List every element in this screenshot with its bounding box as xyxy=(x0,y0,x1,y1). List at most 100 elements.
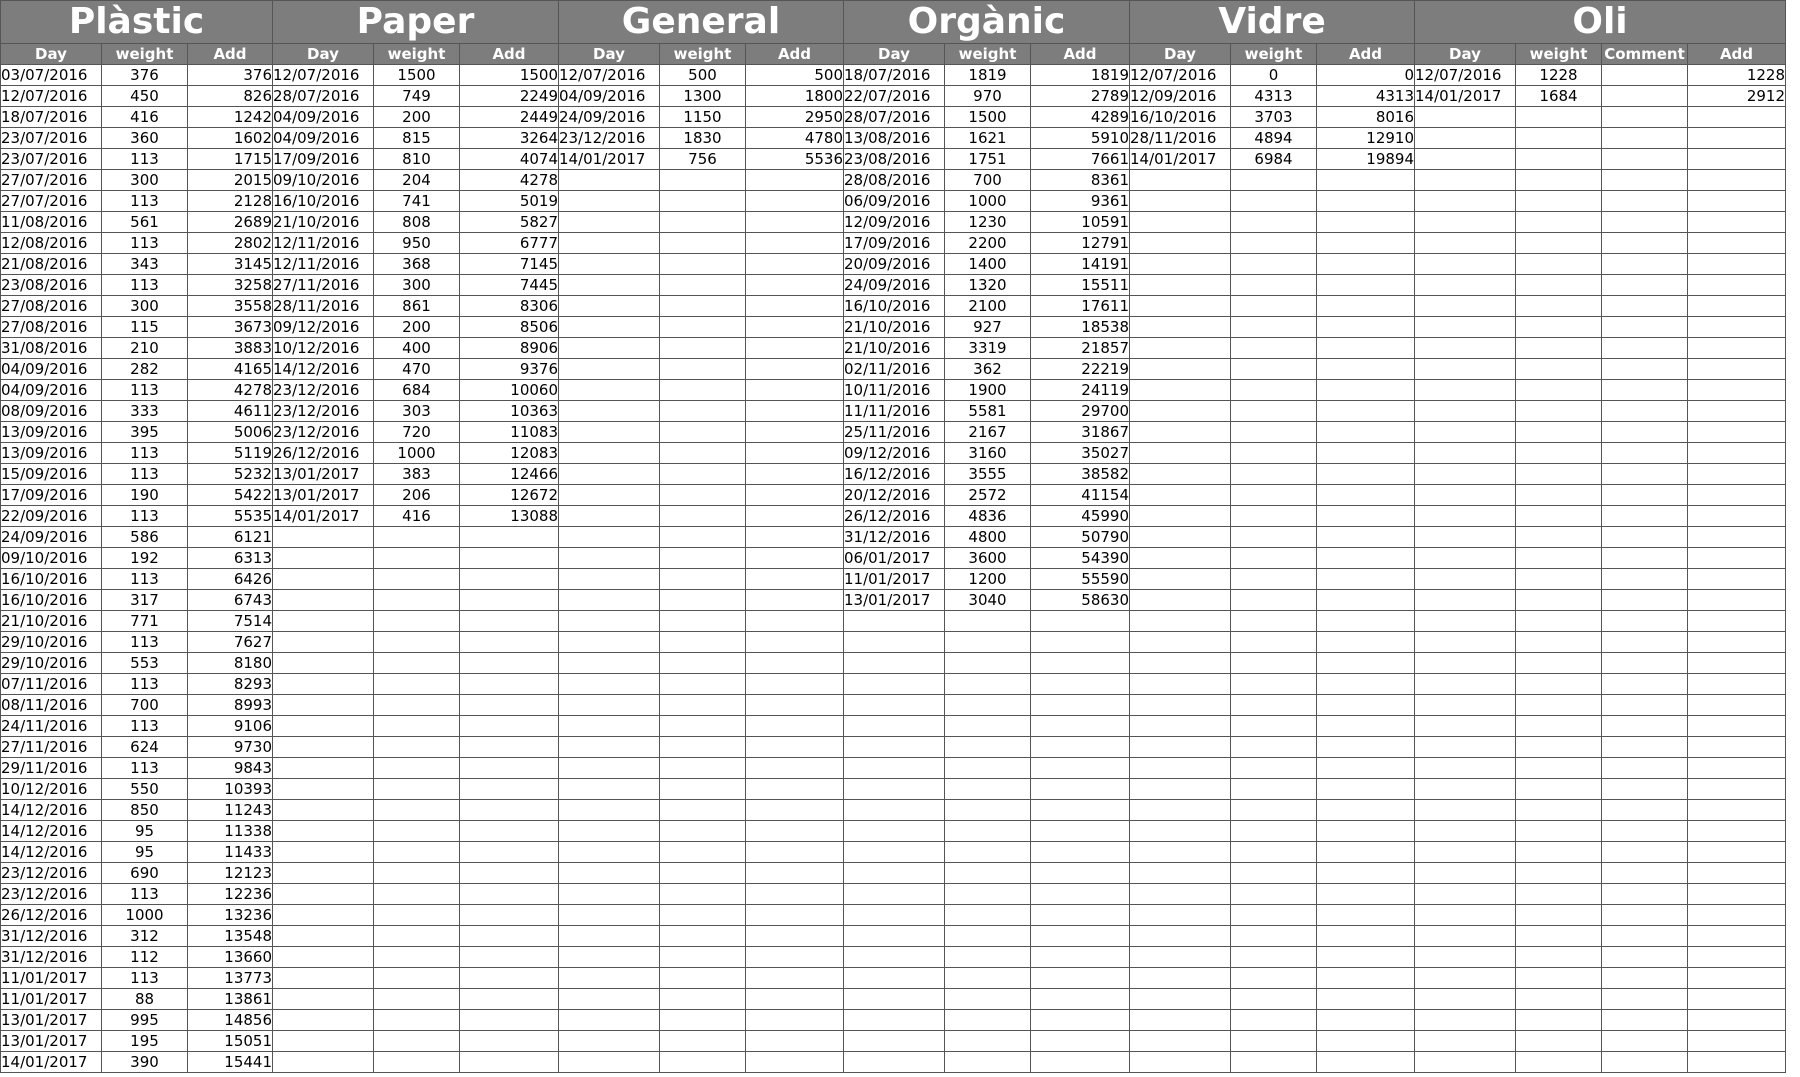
cell-general-day[interactable] xyxy=(558,715,660,737)
cell-organic-day[interactable] xyxy=(843,904,945,926)
cell-organic-weight[interactable]: 4800 xyxy=(944,526,1031,548)
cell-oil-weight[interactable] xyxy=(1515,316,1602,338)
cell-oil-comment[interactable] xyxy=(1601,106,1688,128)
cell-paper-day[interactable]: 16/10/2016 xyxy=(272,190,374,212)
cell-paper-weight[interactable] xyxy=(373,757,460,779)
cell-organic-weight[interactable]: 1900 xyxy=(944,379,1031,401)
cell-glass-add[interactable] xyxy=(1316,526,1415,548)
cell-paper-add[interactable]: 2449 xyxy=(459,106,559,128)
cell-glass-day[interactable] xyxy=(1129,589,1231,611)
cell-paper-weight[interactable]: 1000 xyxy=(373,442,460,464)
cell-general-add[interactable] xyxy=(745,967,844,989)
cell-organic-add[interactable] xyxy=(1030,820,1130,842)
cell-plastic-weight[interactable]: 113 xyxy=(101,967,188,989)
cell-organic-weight[interactable]: 5581 xyxy=(944,400,1031,422)
cell-glass-day[interactable] xyxy=(1129,253,1231,275)
cell-plastic-weight[interactable]: 317 xyxy=(101,589,188,611)
cell-glass-weight[interactable] xyxy=(1230,1051,1317,1073)
cell-organic-weight[interactable]: 4836 xyxy=(944,505,1031,527)
cell-glass-weight[interactable] xyxy=(1230,442,1317,464)
cell-oil-add[interactable] xyxy=(1687,106,1786,128)
cell-plastic-weight[interactable]: 95 xyxy=(101,841,188,863)
cell-glass-weight[interactable] xyxy=(1230,1030,1317,1052)
cell-oil-comment[interactable] xyxy=(1601,379,1688,401)
cell-general-weight[interactable] xyxy=(659,1051,746,1073)
cell-oil-day[interactable] xyxy=(1414,463,1516,485)
cell-paper-weight[interactable] xyxy=(373,715,460,737)
cell-oil-weight[interactable] xyxy=(1515,568,1602,590)
cell-general-add[interactable] xyxy=(745,946,844,968)
cell-oil-add[interactable] xyxy=(1687,904,1786,926)
cell-general-add[interactable] xyxy=(745,295,844,317)
cell-paper-day[interactable]: 23/12/2016 xyxy=(272,400,374,422)
cell-organic-day[interactable]: 28/07/2016 xyxy=(843,106,945,128)
cell-glass-add[interactable] xyxy=(1316,211,1415,233)
cell-organic-day[interactable] xyxy=(843,967,945,989)
cell-oil-day[interactable] xyxy=(1414,127,1516,149)
cell-paper-add[interactable] xyxy=(459,778,559,800)
cell-glass-add[interactable] xyxy=(1316,1030,1415,1052)
cell-glass-weight[interactable] xyxy=(1230,169,1317,191)
cell-oil-day[interactable] xyxy=(1414,526,1516,548)
cell-paper-weight[interactable]: 720 xyxy=(373,421,460,443)
cell-paper-add[interactable]: 7145 xyxy=(459,253,559,275)
cell-general-day[interactable] xyxy=(558,757,660,779)
cell-general-weight[interactable] xyxy=(659,463,746,485)
cell-general-weight[interactable] xyxy=(659,673,746,695)
cell-glass-weight[interactable] xyxy=(1230,190,1317,212)
cell-oil-day[interactable] xyxy=(1414,736,1516,758)
cell-glass-day[interactable] xyxy=(1129,1030,1231,1052)
cell-paper-weight[interactable]: 741 xyxy=(373,190,460,212)
cell-general-add[interactable]: 4780 xyxy=(745,127,844,149)
cell-general-day[interactable] xyxy=(558,988,660,1010)
cell-plastic-weight[interactable]: 113 xyxy=(101,631,188,653)
cell-plastic-weight[interactable]: 561 xyxy=(101,211,188,233)
cell-general-weight[interactable] xyxy=(659,1030,746,1052)
cell-plastic-add[interactable]: 13548 xyxy=(187,925,273,947)
cell-oil-day[interactable] xyxy=(1414,778,1516,800)
cell-paper-add[interactable]: 13088 xyxy=(459,505,559,527)
cell-plastic-weight[interactable]: 190 xyxy=(101,484,188,506)
cell-oil-weight[interactable] xyxy=(1515,610,1602,632)
cell-general-weight[interactable] xyxy=(659,169,746,191)
cell-plastic-day[interactable]: 27/08/2016 xyxy=(0,295,102,317)
cell-oil-weight[interactable] xyxy=(1515,232,1602,254)
cell-organic-weight[interactable]: 2167 xyxy=(944,421,1031,443)
cell-paper-add[interactable] xyxy=(459,883,559,905)
cell-paper-weight[interactable]: 861 xyxy=(373,295,460,317)
cell-oil-weight[interactable] xyxy=(1515,190,1602,212)
cell-plastic-day[interactable]: 16/10/2016 xyxy=(0,568,102,590)
cell-plastic-day[interactable]: 14/01/2017 xyxy=(0,1051,102,1073)
cell-plastic-add[interactable]: 6426 xyxy=(187,568,273,590)
cell-oil-add[interactable] xyxy=(1687,673,1786,695)
cell-oil-comment[interactable] xyxy=(1601,64,1688,86)
cell-general-add[interactable] xyxy=(745,988,844,1010)
cell-general-day[interactable] xyxy=(558,799,660,821)
cell-oil-day[interactable] xyxy=(1414,694,1516,716)
cell-oil-day[interactable] xyxy=(1414,925,1516,947)
cell-paper-weight[interactable]: 416 xyxy=(373,505,460,527)
cell-oil-day[interactable] xyxy=(1414,358,1516,380)
cell-oil-comment[interactable] xyxy=(1601,253,1688,275)
cell-paper-weight[interactable] xyxy=(373,589,460,611)
cell-glass-add[interactable] xyxy=(1316,190,1415,212)
cell-general-add[interactable] xyxy=(745,652,844,674)
cell-paper-day[interactable] xyxy=(272,547,374,569)
cell-general-add[interactable] xyxy=(745,463,844,485)
cell-paper-weight[interactable] xyxy=(373,820,460,842)
cell-paper-day[interactable]: 12/11/2016 xyxy=(272,232,374,254)
cell-paper-add[interactable] xyxy=(459,631,559,653)
cell-general-weight[interactable] xyxy=(659,1009,746,1031)
cell-organic-add[interactable] xyxy=(1030,694,1130,716)
cell-general-weight[interactable] xyxy=(659,211,746,233)
cell-oil-weight[interactable] xyxy=(1515,694,1602,716)
cell-general-day[interactable] xyxy=(558,694,660,716)
cell-organic-add[interactable]: 41154 xyxy=(1030,484,1130,506)
cell-paper-add[interactable] xyxy=(459,589,559,611)
cell-paper-day[interactable] xyxy=(272,904,374,926)
cell-general-add[interactable] xyxy=(745,421,844,443)
cell-oil-add[interactable] xyxy=(1687,715,1786,737)
cell-oil-weight[interactable] xyxy=(1515,463,1602,485)
cell-glass-day[interactable] xyxy=(1129,1051,1231,1073)
cell-organic-weight[interactable] xyxy=(944,736,1031,758)
